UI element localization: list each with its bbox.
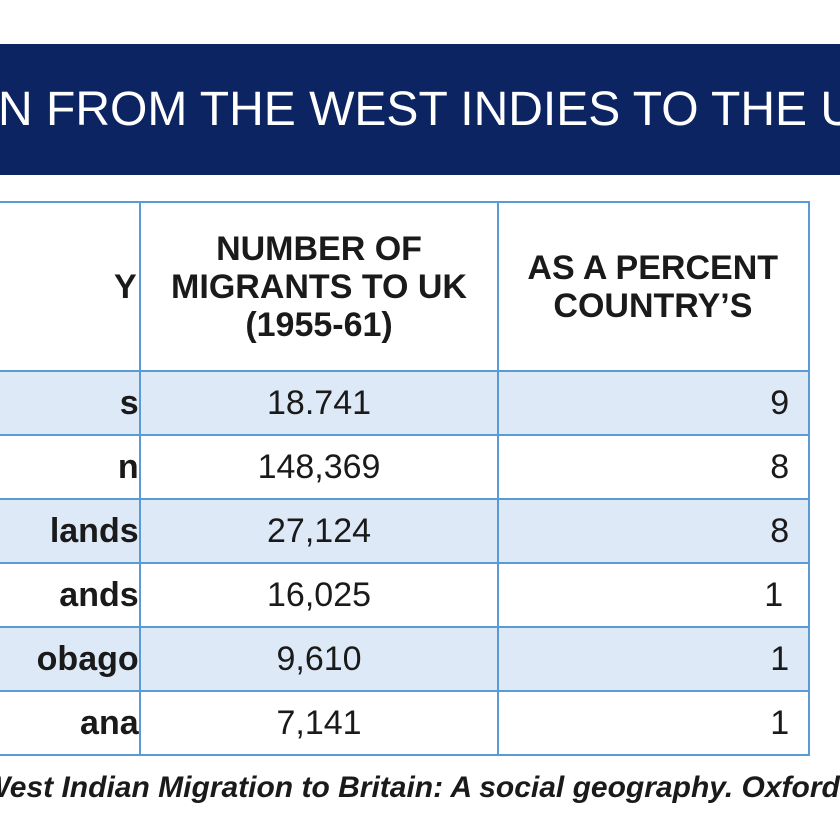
cell-percent-value: 8 (770, 511, 790, 550)
cell-migrants: 148,369 (138, 434, 500, 500)
cell-percent: 1 (497, 562, 810, 628)
source-text: West Indian Migration to Britain: A soci… (0, 771, 840, 804)
cell-percent: 8 (497, 434, 810, 500)
table-row: n 148,369 8 (0, 434, 810, 500)
cell-migrants: 9,610 (138, 626, 500, 692)
cell-percent: 1 (497, 690, 810, 756)
source-citation: West Indian Migration to Britain: A soci… (0, 764, 840, 812)
header-migrants-line-1: NUMBER OF (216, 229, 422, 268)
cell-percent-value: 1 (770, 639, 790, 678)
cell-country: lands (0, 498, 141, 564)
cell-percent: 9 (497, 370, 810, 436)
cell-percent: 1 (497, 626, 810, 692)
header-country: Y (0, 201, 141, 372)
header-percent-line-1: AS A PERCENT (527, 248, 779, 287)
table-header-row: Y NUMBER OF MIGRANTS TO UK (1955-61) AS … (0, 201, 810, 372)
table-row: lands 27,124 8 (0, 498, 810, 564)
cell-percent: 8 (497, 498, 810, 564)
cell-percent-value: 8 (770, 447, 790, 486)
cell-country: ana (0, 690, 141, 756)
data-table: Y NUMBER OF MIGRANTS TO UK (1955-61) AS … (0, 201, 810, 756)
table-row: ands 16,025 1 (0, 562, 810, 628)
cell-country: obago (0, 626, 141, 692)
header-country-label: Y (113, 267, 137, 306)
cell-country: s (0, 370, 141, 436)
header-migrants-line-3: (1955-61) (245, 305, 393, 344)
table-row: s 18.741 9 (0, 370, 810, 436)
table-row: ana 7,141 1 (0, 690, 810, 756)
page-title: N FROM THE WEST INDIES TO THE UK ( (0, 83, 840, 136)
cell-percent-value: 1 (770, 703, 790, 742)
cell-percent-value: 9 (770, 383, 790, 422)
header-migrants: NUMBER OF MIGRANTS TO UK (1955-61) (138, 201, 500, 372)
header-migrants-line-2: MIGRANTS TO UK (171, 267, 467, 306)
header-percent: AS A PERCENT COUNTRY’S (497, 201, 810, 372)
cell-country: ands (0, 562, 141, 628)
table-row: obago 9,610 1 (0, 626, 810, 692)
cell-country: n (0, 434, 141, 500)
header-percent-line-2: COUNTRY’S (553, 286, 753, 325)
cell-percent-value: 1 (764, 575, 784, 614)
cell-migrants: 7,141 (138, 690, 500, 756)
cell-migrants: 16,025 (138, 562, 500, 628)
title-banner: N FROM THE WEST INDIES TO THE UK ( (0, 44, 840, 175)
cell-migrants: 27,124 (138, 498, 500, 564)
migration-table: Y NUMBER OF MIGRANTS TO UK (1955-61) AS … (0, 201, 840, 759)
cell-migrants: 18.741 (138, 370, 500, 436)
